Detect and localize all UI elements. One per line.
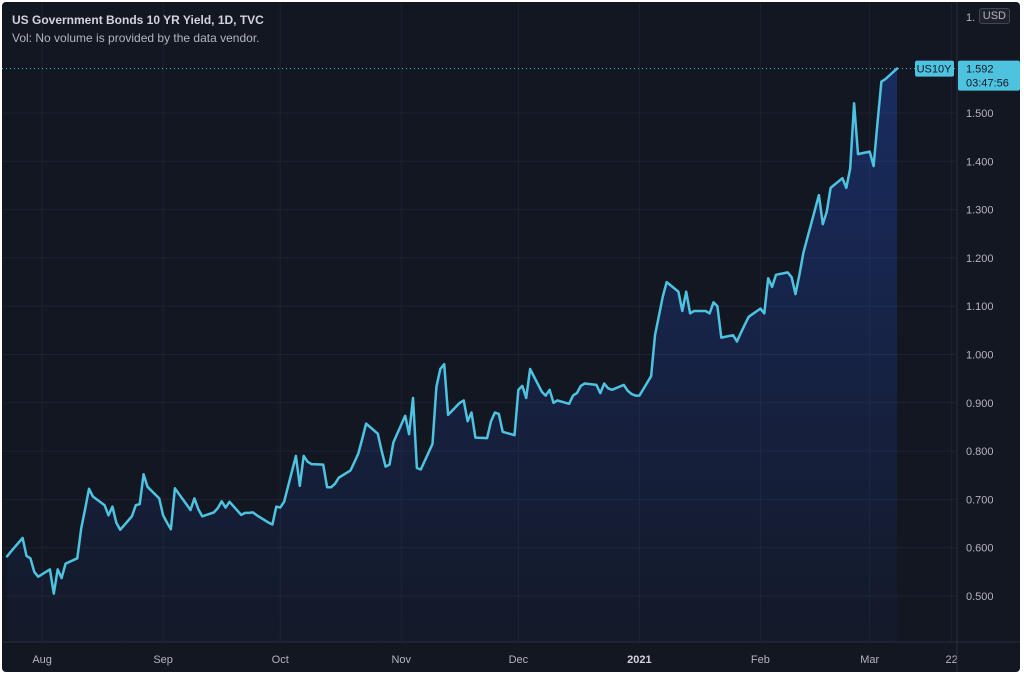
y-tick-label: 0.900 xyxy=(966,398,994,410)
y-tick-label: 0.600 xyxy=(966,543,994,555)
y-tick-label-top: 1. xyxy=(966,12,975,24)
chart-title: US Government Bonds 10 YR Yield, 1D, TVC xyxy=(12,13,264,27)
y-tick-label: 1.100 xyxy=(966,301,994,313)
y-tick-label: 1.000 xyxy=(966,350,994,362)
x-tick-label: 22 xyxy=(946,654,958,666)
symbol-tag-label: US10Y xyxy=(917,64,953,76)
y-tick-label: 1.200 xyxy=(966,253,994,265)
price-tag-countdown: 03:47:56 xyxy=(966,78,1009,90)
y-tick-label: 0.700 xyxy=(966,494,994,506)
y-tick-label: 0.500 xyxy=(966,591,994,603)
chart-header: US Government Bonds 10 YR Yield, 1D, TVC… xyxy=(12,12,264,46)
x-tick-label: Mar xyxy=(860,654,879,666)
series-area-fill xyxy=(7,68,897,643)
x-tick-label: Oct xyxy=(272,654,289,666)
y-tick-label: 1.400 xyxy=(966,156,994,168)
symbol-tag xyxy=(915,60,954,77)
volume-note: Vol: No volume is provided by the data v… xyxy=(12,31,260,45)
series-line xyxy=(5,67,899,595)
x-tick-label: Aug xyxy=(32,654,52,666)
y-tick-label: 0.800 xyxy=(966,446,994,458)
price-tag xyxy=(958,60,1020,91)
x-tick-label: Feb xyxy=(751,654,770,666)
x-tick-label: Dec xyxy=(509,654,529,666)
price-tag-value: 1.592 xyxy=(966,64,994,76)
currency-button[interactable]: USD xyxy=(978,8,1010,24)
y-tick-label: 1.300 xyxy=(966,205,994,217)
y-tick-label: 1.500 xyxy=(966,108,994,120)
x-tick-label: Sep xyxy=(153,654,173,666)
x-tick-label: 2021 xyxy=(627,654,651,666)
x-tick-label: Nov xyxy=(391,654,411,666)
